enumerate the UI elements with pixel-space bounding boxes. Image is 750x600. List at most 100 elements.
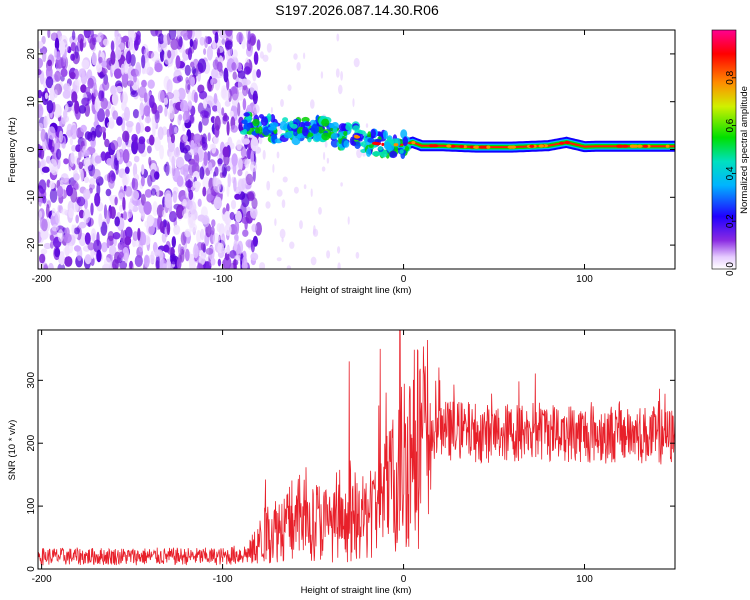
noise-blob [69,152,75,167]
noise-blob [194,37,198,47]
faint-blob [279,228,286,239]
signal-blob [377,146,383,151]
noise-blob [132,231,139,242]
noise-blob [40,128,46,142]
signal-blob [302,126,309,137]
noise-blob [89,178,96,185]
noise-blob [140,176,145,187]
noise-blob [165,92,174,100]
noise-blob [168,105,175,120]
noise-blob [118,192,124,201]
noise-blob [99,71,104,79]
noise-blob [168,30,177,41]
faint-blob [340,71,343,81]
noise-blob [147,145,152,154]
noise-blob [71,144,77,152]
spectrogram-x-tick-label: 0 [401,274,407,285]
noise-blob [236,157,243,172]
noise-blob [59,35,68,46]
faint-blob [303,52,306,60]
snr-frame [37,329,676,570]
noise-blob [41,35,46,45]
noise-blob [217,101,221,114]
faint-blob [266,180,271,191]
snr-y-tick-label: 100 [26,497,37,514]
noise-blob [235,210,242,223]
noise-blob [229,211,235,221]
noise-blob [51,224,59,232]
noise-blob [229,110,234,118]
noise-blob [210,78,214,86]
noise-blob [187,47,193,61]
noise-blob [193,91,198,104]
signal-blob [343,140,350,148]
noise-blob [73,173,80,181]
faint-blob [320,71,324,79]
noise-blob [124,106,130,122]
noise-blob [90,202,94,216]
noise-blob [184,228,192,238]
noise-blob [250,252,259,261]
noise-blob [158,33,165,45]
noise-blob [164,106,168,117]
noise-blob [114,216,120,227]
faint-blob [365,123,369,128]
faint-blob [310,256,317,266]
noise-blob [38,41,44,49]
signal-blob [269,122,279,128]
faint-blob [337,246,341,254]
signal-hotspot [559,141,565,145]
signal-hotspot [354,134,359,138]
noise-blob [214,166,219,177]
noise-blob [133,75,137,83]
noise-blob [189,223,198,233]
noise-blob [232,71,237,80]
noise-blob [91,52,98,66]
noise-blob [80,84,87,93]
noise-blob [90,126,97,142]
faint-blob [276,257,282,262]
noise-blob [48,158,58,174]
noise-blob [100,151,107,162]
snr-content [38,330,675,566]
noise-blob [169,211,177,223]
noise-blob [224,223,232,236]
faint-blob [262,54,269,62]
noise-blob [188,213,194,225]
noise-blob [226,203,230,213]
noise-blob [203,48,207,55]
colorbar-tick-label: 0.4 [725,166,736,180]
noise-blob [175,55,181,69]
noise-blob [223,67,229,83]
noise-blob [110,172,116,182]
noise-blob [161,126,168,136]
signal-blob [383,130,388,140]
colorbar-tick-label: 0.0 [725,262,736,276]
colorbar-frame [711,29,737,270]
signal-blob [243,112,250,117]
noise-blob [216,61,223,72]
noise-blob [237,70,246,79]
noise-blob [249,161,257,173]
noise-blob [106,209,111,225]
noise-blob [236,31,244,44]
signal-hotspot [486,145,491,149]
noise-blob [50,241,54,249]
signal-blob [371,151,381,157]
noise-blob [82,145,87,153]
faint-blob [286,265,292,269]
faint-blob [287,84,292,91]
faint-blob [336,33,340,42]
noise-blob [82,208,91,224]
noise-blob [187,91,192,102]
noise-blob [173,147,181,158]
faint-blob [337,262,341,269]
faint-blob [289,241,295,249]
noise-blob [51,207,56,217]
signal-blob [361,141,367,148]
spectrogram-y-ticks: -20 -10 0 10 20 [26,48,675,252]
noise-blob [210,226,215,236]
noise-blob [42,195,47,204]
noise-blob [120,229,125,244]
noise-blob [243,66,251,75]
